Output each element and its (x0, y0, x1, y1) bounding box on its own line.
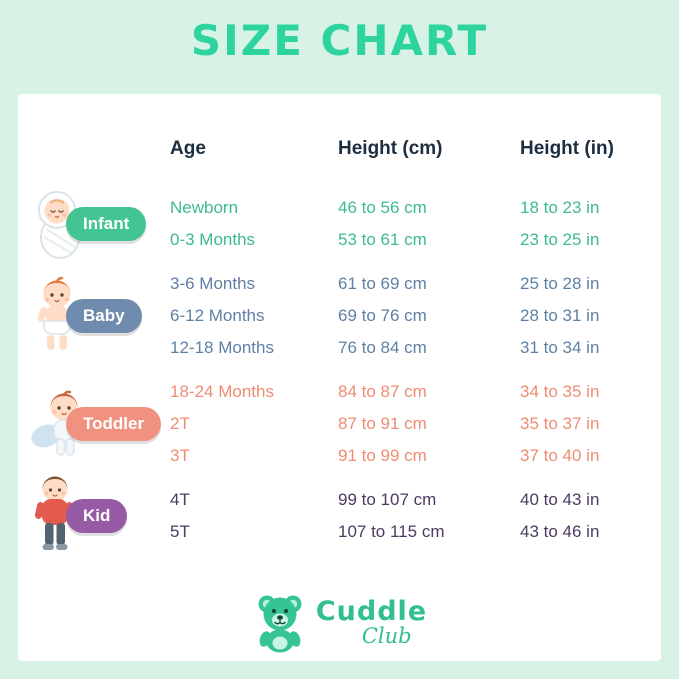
baby-icon (30, 276, 84, 356)
height-cm-cell: 91 to 99 cm (338, 446, 427, 465)
age-cell: 6-12 Months (170, 306, 265, 325)
brand-subtitle: Club (361, 624, 412, 648)
size-group-baby: Baby 3-6 Months 61 to 69 cm 25 to 28 in 6-12… (18, 268, 661, 364)
size-group-kid: Kid 4T 99 to 107 cm 40 to 43 in 5T 107 to 115… (18, 476, 661, 550)
group-badge-cell: Infant (18, 191, 170, 259)
age-cell: 0-3 Months (170, 230, 256, 249)
group-badge-cell: Kid (18, 476, 170, 550)
height-in-cell: 31 to 34 in (520, 338, 600, 357)
size-group-infant: Infant Newborn 46 to 56 cm 18 to 23 in 0-3 M… (18, 191, 661, 259)
badge-column-spacer (18, 138, 170, 162)
age-cell: 12-18 Months (170, 338, 274, 357)
age-cell: 5T (170, 522, 190, 541)
height-cm-cell: 99 to 107 cm (338, 490, 437, 509)
group-label-pill: Infant (66, 207, 147, 241)
height-in-cell: 28 to 31 in (520, 306, 600, 325)
height-in-cell: 25 to 28 in (520, 274, 600, 293)
age-cell: 4T (170, 490, 190, 509)
brand-name: Cuddle (315, 596, 428, 627)
height-cm-cell: 61 to 69 cm (338, 274, 427, 293)
height-cm-cell: 76 to 84 cm (338, 338, 427, 357)
size-groups: Infant Newborn 46 to 56 cm 18 to 23 in 0-3 M… (18, 191, 661, 550)
kid-icon (30, 473, 80, 559)
group-badge-cell: Baby (18, 268, 170, 364)
height-cm-cell: 46 to 56 cm (338, 198, 427, 217)
column-header-height-in: Height (in) (520, 138, 614, 159)
height-in-cell: 18 to 23 in (520, 198, 600, 217)
table-header-row: Age Height (cm) Height (in) (18, 138, 661, 162)
age-cell: 2T (170, 414, 190, 433)
height-cm-cell: 53 to 61 cm (338, 230, 427, 249)
size-group-toddler: Toddler 18-24 Months 84 to 87 cm 34 to 35 i… (18, 376, 661, 472)
column-header-height-cm: Height (cm) (338, 138, 443, 159)
height-in-cell: 37 to 40 in (520, 446, 600, 465)
height-in-cell: 23 to 25 in (520, 230, 600, 249)
height-in-cell: 40 to 43 in (520, 490, 600, 509)
group-label-pill: Toddler (66, 407, 162, 441)
brand-text: Cuddle Club (316, 596, 427, 648)
height-cm-cell: 84 to 87 cm (338, 382, 427, 401)
age-cell: Newborn (170, 198, 239, 217)
height-cm-cell: 69 to 76 cm (338, 306, 427, 325)
height-in-cell: 43 to 46 in (520, 522, 600, 541)
age-cell: 18-24 Months (170, 382, 274, 401)
column-header-age: Age (170, 138, 206, 159)
group-label-pill: Kid (66, 499, 128, 533)
height-in-cell: 35 to 37 in (520, 414, 600, 433)
group-label-pill: Baby (66, 299, 142, 333)
size-chart-card: Age Height (cm) Height (in) Infant Newbor… (18, 94, 661, 661)
brand-logo: Cuddle Club (18, 591, 661, 653)
teddy-bear-icon (252, 591, 308, 653)
height-in-cell: 34 to 35 in (520, 382, 600, 401)
age-cell: 3-6 Months (170, 274, 256, 293)
height-cm-cell: 107 to 115 cm (338, 522, 445, 541)
group-badge-cell: Toddler (18, 376, 170, 472)
height-cm-cell: 87 to 91 cm (338, 414, 427, 433)
age-cell: 3T (170, 446, 190, 465)
page-title: SIZE CHART (190, 16, 489, 65)
